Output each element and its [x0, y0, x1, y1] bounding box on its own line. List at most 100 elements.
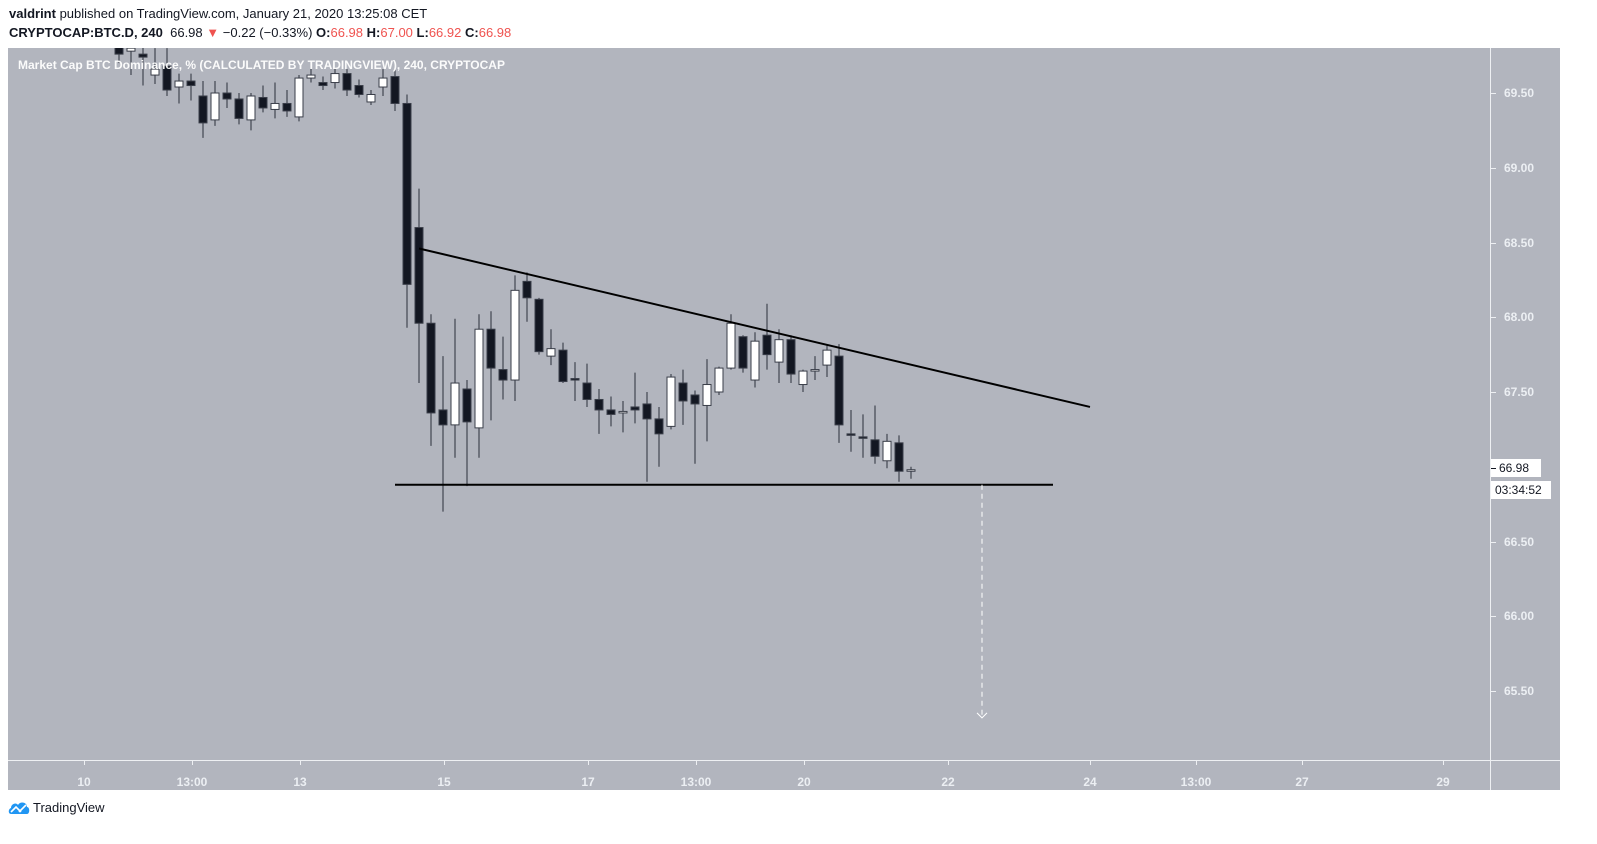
- bear-candle[interactable]: [642, 392, 652, 482]
- price-tick: [1491, 242, 1496, 244]
- bull-candle[interactable]: [150, 48, 160, 85]
- time-axis-label: 20: [797, 775, 811, 789]
- bear-candle[interactable]: [390, 69, 400, 111]
- bull-candle[interactable]: [378, 69, 388, 96]
- time-axis-label: 29: [1436, 775, 1450, 789]
- price-tick: [1491, 93, 1496, 94]
- bull-candle[interactable]: [246, 93, 256, 131]
- bear-candle[interactable]: [462, 380, 472, 487]
- candlestick-plot[interactable]: [8, 48, 1490, 760]
- bear-candle[interactable]: [354, 79, 364, 98]
- bear-candle[interactable]: [186, 73, 196, 101]
- time-axis-label: 10: [77, 775, 91, 789]
- bull-candle[interactable]: [702, 359, 712, 442]
- bull-candle[interactable]: [450, 318, 460, 458]
- bear-candle[interactable]: [258, 85, 268, 113]
- bull-candle[interactable]: [210, 81, 220, 126]
- time-tick: [444, 761, 445, 765]
- bear-candle[interactable]: [690, 390, 700, 464]
- symbol-info-bar: CRYPTOCAP:BTC.D, 240 66.98 ▼ −0.22 (−0.3…: [9, 25, 511, 40]
- price-axis-divider: [1490, 48, 1491, 790]
- price-axis-label: 65.50: [1504, 684, 1535, 698]
- bull-candle[interactable]: [750, 332, 760, 388]
- bear-candle[interactable]: [198, 81, 208, 138]
- bull-candle[interactable]: [474, 314, 484, 458]
- price-tick: [1491, 392, 1496, 393]
- high-value: 67.00: [380, 25, 413, 40]
- bull-candle[interactable]: [666, 374, 676, 430]
- bear-candle[interactable]: [654, 406, 664, 467]
- bear-candle[interactable]: [534, 297, 544, 355]
- bear-candle[interactable]: [738, 335, 748, 373]
- symbol-name: CRYPTOCAP:BTC.D, 240: [9, 25, 163, 40]
- price-axis-label: 67.50: [1504, 385, 1535, 399]
- bear-candle[interactable]: [318, 76, 328, 91]
- bear-candle[interactable]: [846, 409, 856, 452]
- bear-candle[interactable]: [834, 344, 844, 443]
- tradingview-logo[interactable]: TradingView: [8, 799, 105, 815]
- bull-candle[interactable]: [366, 90, 376, 105]
- bear-candle[interactable]: [522, 272, 532, 322]
- time-axis-label: 13:00: [176, 775, 208, 789]
- bear-candle[interactable]: [234, 93, 244, 125]
- open-value: 66.98: [330, 25, 364, 40]
- bear-candle[interactable]: [678, 369, 688, 425]
- bear-candle[interactable]: [786, 335, 796, 384]
- bull-candle[interactable]: [906, 466, 916, 479]
- bear-candle[interactable]: [606, 396, 616, 427]
- bear-candle[interactable]: [114, 48, 124, 64]
- bull-candle[interactable]: [270, 82, 280, 119]
- bear-candle[interactable]: [582, 363, 592, 407]
- time-tick: [948, 761, 949, 765]
- bull-candle[interactable]: [126, 48, 136, 76]
- close-value: 66.98: [478, 25, 512, 40]
- bull-candle[interactable]: [174, 73, 184, 104]
- bear-candle[interactable]: [414, 188, 424, 384]
- bear-candle[interactable]: [282, 90, 292, 117]
- time-tick: [1196, 761, 1197, 765]
- bull-candle[interactable]: [618, 400, 628, 433]
- bear-candle[interactable]: [162, 48, 172, 96]
- time-tick: [1302, 761, 1303, 765]
- bull-candle[interactable]: [798, 369, 808, 392]
- bear-candle[interactable]: [138, 48, 148, 86]
- bear-candle[interactable]: [402, 94, 412, 328]
- bear-candle[interactable]: [570, 362, 580, 401]
- price-tick: [1491, 317, 1496, 319]
- bear-candle[interactable]: [438, 356, 448, 512]
- bear-candle[interactable]: [558, 342, 568, 384]
- last-price-tag: 66.98: [1491, 459, 1541, 477]
- time-tick: [84, 761, 85, 765]
- bear-candle[interactable]: [630, 372, 640, 424]
- bull-candle[interactable]: [510, 275, 520, 401]
- bull-candle[interactable]: [330, 67, 340, 89]
- arrow-down-icon: [976, 712, 988, 719]
- footer-brand: TradingView: [33, 799, 105, 815]
- bull-candle[interactable]: [774, 329, 784, 384]
- bear-candle[interactable]: [894, 435, 904, 482]
- bear-candle[interactable]: [858, 414, 868, 458]
- bull-candle[interactable]: [294, 75, 304, 122]
- time-tick: [588, 761, 589, 765]
- price-axis-label: 68.00: [1504, 310, 1535, 325]
- chart-frame[interactable]: Market Cap BTC Dominance, % (CALCULATED …: [8, 48, 1560, 790]
- bull-candle[interactable]: [822, 344, 832, 378]
- descending-resistance-line[interactable]: [418, 247, 1091, 408]
- bear-candle[interactable]: [870, 405, 880, 464]
- price-axis-label: 68.50: [1504, 235, 1535, 250]
- price-tick: [1491, 616, 1496, 618]
- bull-candle[interactable]: [546, 329, 556, 366]
- bull-candle[interactable]: [306, 67, 316, 83]
- bear-candle[interactable]: [762, 303, 772, 370]
- bull-candle[interactable]: [882, 433, 892, 469]
- bull-candle[interactable]: [726, 314, 736, 370]
- bear-candle[interactable]: [594, 389, 604, 434]
- author-name[interactable]: valdrint: [9, 6, 56, 21]
- bear-candle[interactable]: [486, 311, 496, 421]
- bear-candle[interactable]: [426, 314, 436, 446]
- bull-candle[interactable]: [714, 366, 724, 395]
- bear-candle[interactable]: [498, 336, 508, 400]
- bear-candle[interactable]: [222, 82, 232, 108]
- bull-candle[interactable]: [810, 356, 820, 381]
- bear-candle[interactable]: [342, 69, 352, 96]
